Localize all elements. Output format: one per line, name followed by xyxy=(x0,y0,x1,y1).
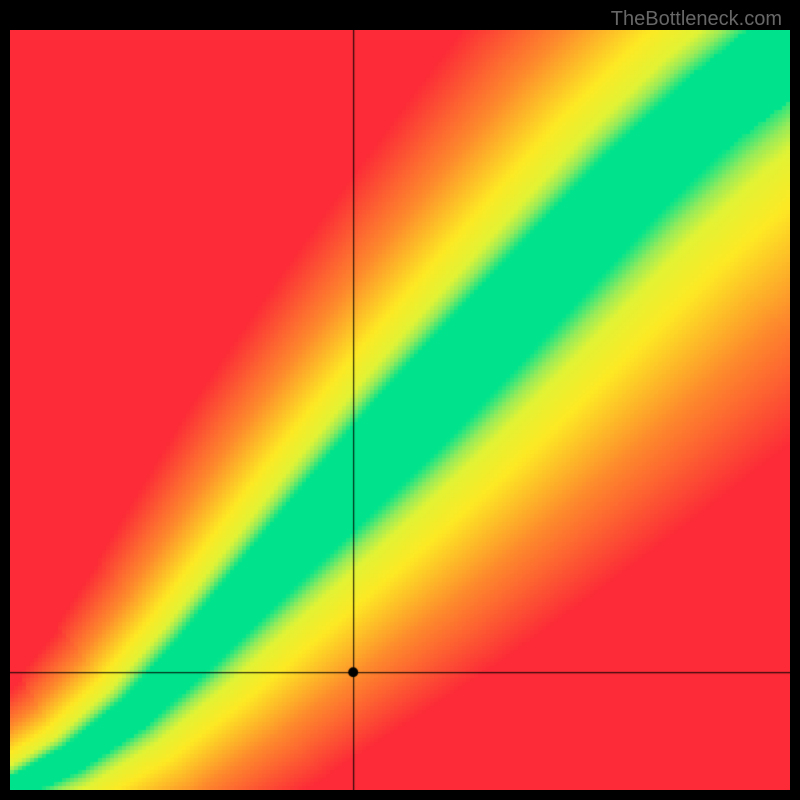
chart-container: TheBottleneck.com xyxy=(0,0,800,800)
watermark-text: TheBottleneck.com xyxy=(611,8,782,31)
heatmap-canvas xyxy=(10,30,790,790)
plot-area xyxy=(10,30,790,790)
